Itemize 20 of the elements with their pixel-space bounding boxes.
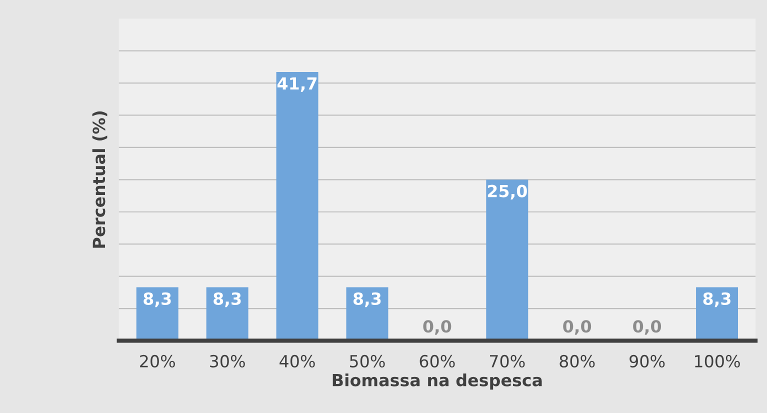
- x-tick-label: 20%: [140, 354, 175, 368]
- y-axis-title: Percentual (%): [92, 111, 108, 248]
- x-axis-title: Biomassa na despesca: [332, 374, 542, 390]
- data-label: 0,0: [563, 320, 592, 335]
- x-tick-label: 30%: [210, 354, 245, 368]
- data-label: 41,7: [277, 77, 317, 92]
- x-tick-label: 50%: [350, 354, 385, 368]
- data-label: 0,0: [423, 320, 452, 335]
- data-label: 8,3: [214, 292, 241, 308]
- x-tick-label: 100%: [695, 354, 740, 368]
- data-label: 8,3: [144, 292, 171, 308]
- x-tick-label: 40%: [280, 354, 315, 368]
- data-label: 0,0: [633, 320, 662, 335]
- x-tick-label: 90%: [630, 354, 665, 368]
- x-tick-label: 70%: [490, 354, 525, 368]
- data-label: 8,3: [353, 292, 381, 308]
- x-tick-label: 60%: [420, 354, 455, 368]
- data-label: 25,0: [488, 184, 527, 200]
- data-label: 8,3: [703, 292, 730, 308]
- x-tick-label: 80%: [560, 354, 595, 368]
